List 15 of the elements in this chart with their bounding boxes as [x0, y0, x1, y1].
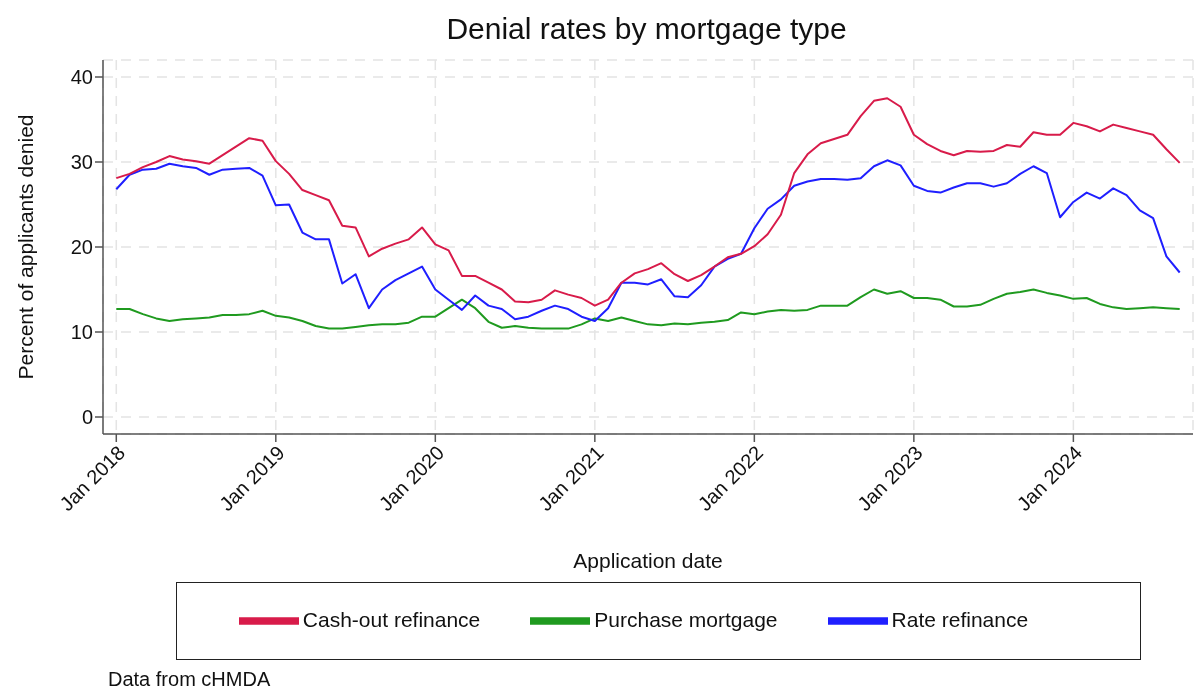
legend-label: Purchase mortgage [594, 607, 778, 631]
line-series [115, 97, 1181, 307]
y-tick-label: 20 [70, 236, 93, 259]
y-tick-label: 40 [70, 66, 93, 89]
y-tick-label: 0 [81, 406, 93, 429]
text: Data from cHMDA [108, 668, 271, 691]
x-axis-title: Application date [573, 549, 723, 572]
chart-title: Denial rates by mortgage type [445, 12, 848, 46]
line-series [115, 159, 1181, 322]
y-tick-label: 30 [70, 151, 93, 174]
legend-label: Rate refinance [891, 607, 1029, 631]
y-tick-label: 10 [70, 321, 93, 344]
line-series [115, 288, 1181, 330]
y-axis-title: Percent of applicants denied [14, 114, 38, 380]
legend-label: Cash-out refinance [302, 607, 481, 631]
